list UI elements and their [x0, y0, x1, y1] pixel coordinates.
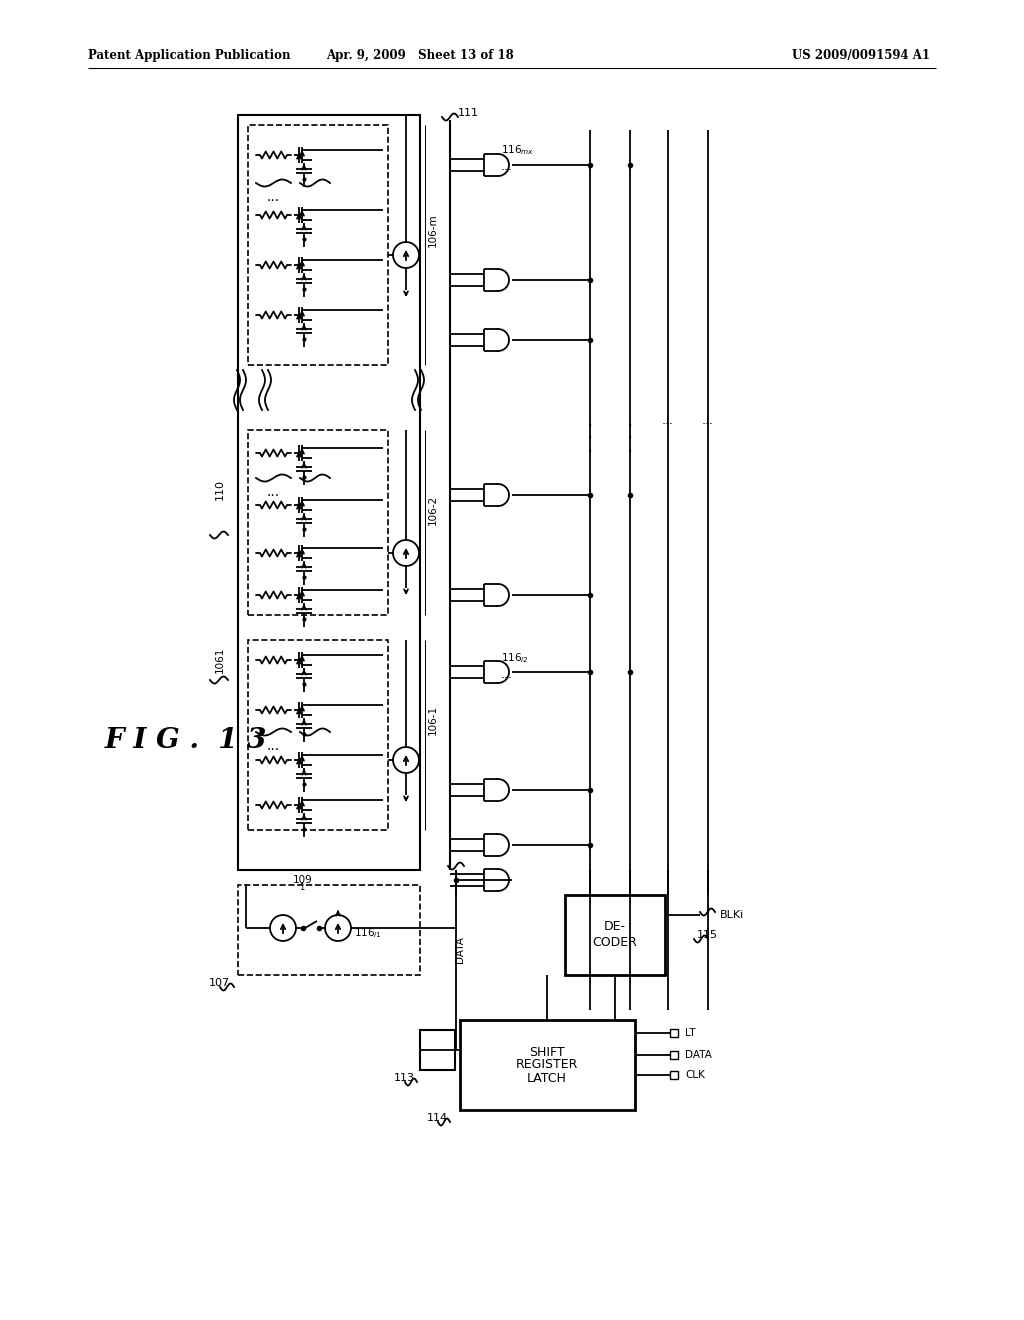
Text: 111: 111: [458, 108, 479, 117]
Text: DATA: DATA: [685, 1049, 712, 1060]
Text: 107: 107: [209, 978, 230, 987]
Text: 116$_{mx}$: 116$_{mx}$: [501, 143, 535, 157]
Bar: [248, 125, 388, 366]
Text: SHIFT: SHIFT: [529, 1047, 565, 1060]
Text: ...: ...: [266, 484, 280, 499]
Bar: [460, 1020, 635, 1110]
Text: US 2009/0091594 A1: US 2009/0091594 A1: [792, 49, 930, 62]
Text: 106-2: 106-2: [428, 495, 438, 525]
Circle shape: [325, 915, 351, 941]
Circle shape: [393, 242, 419, 268]
Text: .: .: [587, 437, 593, 455]
Bar: [670, 1051, 678, 1059]
Text: 106-1: 106-1: [428, 705, 438, 735]
Text: 106-m: 106-m: [428, 214, 438, 247]
Text: 116$_{i2}$: 116$_{i2}$: [501, 651, 528, 665]
Text: ...: ...: [266, 739, 280, 752]
Text: Apr. 9, 2009   Sheet 13 of 18: Apr. 9, 2009 Sheet 13 of 18: [326, 49, 514, 62]
Text: 116$_{i1}$: 116$_{i1}$: [354, 927, 382, 940]
Text: BLKi: BLKi: [720, 909, 744, 920]
Circle shape: [393, 540, 419, 566]
Text: ...: ...: [702, 413, 714, 426]
Bar: [420, 1030, 455, 1071]
Text: CODER: CODER: [593, 936, 637, 949]
Bar: [238, 115, 420, 870]
Text: ...: ...: [662, 413, 674, 426]
Text: REGISTER: REGISTER: [516, 1059, 579, 1072]
Text: .: .: [627, 424, 633, 442]
Text: ...: ...: [266, 190, 280, 205]
Bar: [670, 1071, 678, 1078]
Text: F I G .  1 3: F I G . 1 3: [105, 726, 267, 754]
Bar: [238, 884, 420, 975]
Text: 115: 115: [697, 931, 718, 940]
Text: LT: LT: [685, 1028, 695, 1038]
Text: 109: 109: [293, 875, 313, 884]
Bar: [565, 895, 665, 975]
Text: .: .: [587, 424, 593, 442]
Text: Patent Application Publication: Patent Application Publication: [88, 49, 291, 62]
Bar: [670, 1030, 678, 1038]
Text: CLK: CLK: [685, 1071, 705, 1080]
Text: LATCH: LATCH: [527, 1072, 567, 1085]
Circle shape: [270, 915, 296, 941]
Text: 113: 113: [394, 1073, 415, 1082]
Text: 1: 1: [299, 883, 304, 892]
Text: ...: ...: [501, 161, 513, 173]
Bar: [248, 640, 388, 830]
Text: ...: ...: [501, 668, 513, 681]
Text: .: .: [627, 437, 633, 455]
Text: DATA: DATA: [455, 937, 465, 964]
Bar: [248, 430, 388, 615]
Text: DE-: DE-: [604, 920, 626, 933]
Text: 114: 114: [427, 1113, 449, 1123]
Text: .: .: [587, 411, 593, 429]
Text: 110: 110: [215, 479, 225, 500]
Circle shape: [393, 747, 419, 774]
Text: 1061: 1061: [215, 647, 225, 673]
Text: .: .: [627, 411, 633, 429]
